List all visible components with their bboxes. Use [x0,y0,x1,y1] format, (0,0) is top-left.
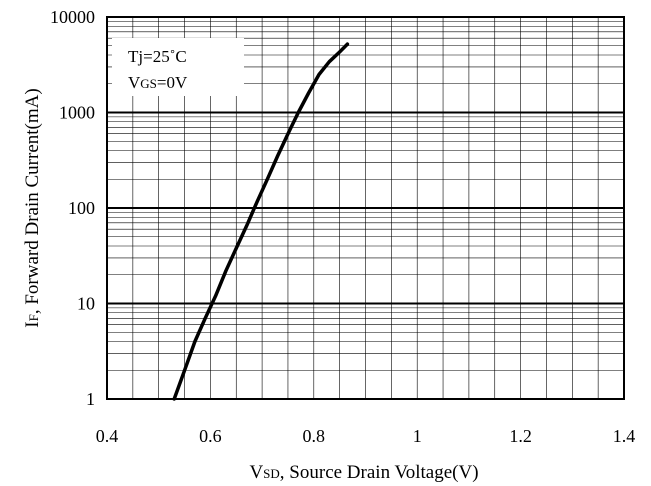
x-tick-label: 0.6 [199,426,222,446]
series-line [172,42,350,401]
annotation-box: Tj=25˚C VGS=0V [112,38,244,96]
annotation-gate-voltage: VGS=0V [128,73,188,92]
series-layer [172,42,350,401]
plot-frame [106,16,625,400]
y-tick-labels: 1 10 100 1000 10000 [50,7,95,409]
x-tick-label: 0.4 [96,426,119,446]
x-tick-label: 1 [413,426,422,446]
annotation-background [112,38,244,96]
y-axis-label: IF, Forward Drain Current(mA) [22,88,43,327]
grid-lines [107,17,624,399]
x-axis-label: VSD, Source Drain Voltage(V) [249,462,478,483]
y-tick-label: 10000 [50,7,95,27]
y-tick-label: 10 [77,294,95,314]
x-tick-label: 1.4 [613,426,636,446]
y-tick-label: 1000 [59,103,95,123]
x-tick-labels: 0.4 0.6 0.8 1 1.2 1.4 [96,426,636,446]
annotation-temperature: Tj=25˚C [128,47,187,66]
y-tick-label: 1 [86,389,95,409]
x-tick-label: 1.2 [509,426,532,446]
x-tick-label: 0.8 [303,426,326,446]
y-tick-label: 100 [68,198,95,218]
